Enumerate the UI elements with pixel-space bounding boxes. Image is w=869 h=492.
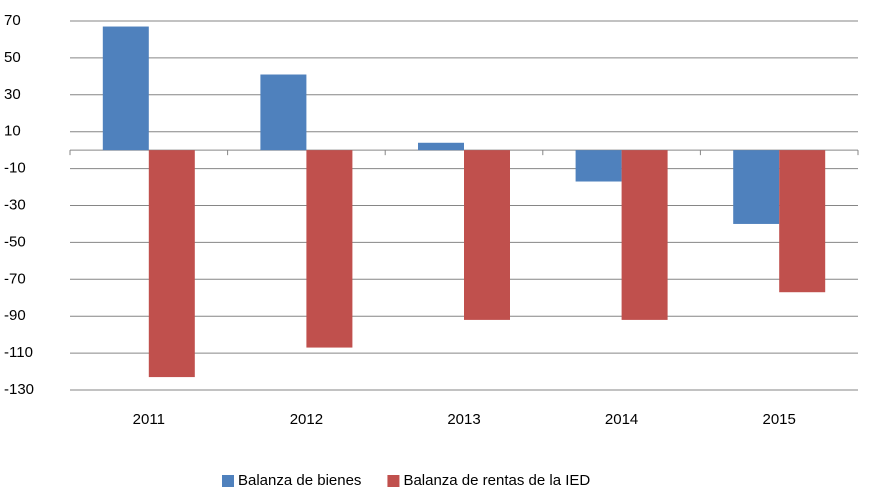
y-tick-label: 70 <box>4 12 21 29</box>
x-tick-label: 2015 <box>763 411 796 428</box>
legend-label: Balanza de bienes <box>238 472 361 489</box>
x-tick-label: 2012 <box>290 411 323 428</box>
y-tick-label: -110 <box>4 344 33 361</box>
bar <box>575 150 622 182</box>
legend-swatch <box>222 475 234 487</box>
y-tick-label: 30 <box>4 86 21 103</box>
bar <box>102 26 149 151</box>
y-tick-label: -30 <box>4 196 26 213</box>
bar <box>260 74 307 151</box>
bar <box>464 150 510 320</box>
y-tick-label: 50 <box>4 49 21 66</box>
x-tick-label: 2014 <box>605 411 638 428</box>
y-tick-label: 10 <box>4 123 21 140</box>
y-tick-label: -90 <box>4 307 26 324</box>
y-tick-label: -10 <box>4 160 26 177</box>
x-tick-label: 2013 <box>447 411 480 428</box>
bar <box>621 150 668 320</box>
bar <box>148 150 195 378</box>
y-tick-label: -130 <box>4 381 34 398</box>
legend-label: Balanza de rentas de la IED <box>403 472 590 489</box>
x-tick-label: 2011 <box>133 411 165 428</box>
y-tick-label: -50 <box>4 233 26 250</box>
legend-swatch <box>387 475 400 487</box>
y-tick-label: -70 <box>4 270 26 287</box>
bar <box>733 150 780 224</box>
bar <box>779 150 826 293</box>
bar <box>418 142 464 151</box>
bar <box>306 150 353 348</box>
